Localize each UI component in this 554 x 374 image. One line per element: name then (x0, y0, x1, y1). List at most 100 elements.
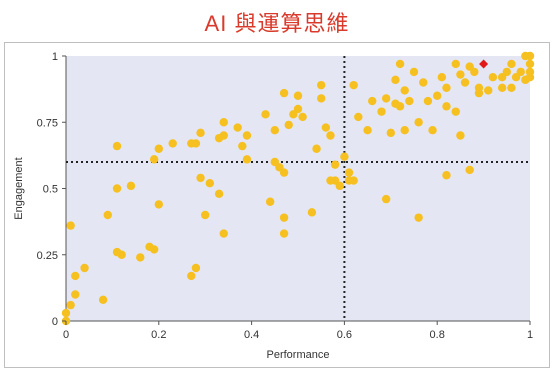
data-point (391, 75, 400, 85)
data-point (321, 123, 331, 132)
data-point (456, 70, 465, 79)
data-point (261, 110, 270, 119)
data-point (442, 83, 451, 93)
data-point (419, 78, 428, 87)
y-tick-label: 0 (52, 316, 58, 328)
x-tick-labels: 0 0.2 0.4 0.6 0.8 1 (63, 321, 533, 341)
x-tick-label: 0.2 (151, 329, 166, 341)
data-point (525, 51, 535, 61)
data-point (442, 171, 451, 180)
data-point (317, 80, 326, 90)
y-tick-labels: 0 0.25 0.5 0.75 1 (37, 51, 66, 328)
data-point (470, 67, 479, 77)
data-point (507, 83, 516, 93)
data-point (516, 67, 525, 77)
data-point (279, 88, 289, 98)
x-tick-label: 1 (527, 329, 533, 341)
data-point (414, 118, 423, 127)
data-point (196, 173, 205, 183)
data-point (428, 126, 437, 135)
data-point (497, 83, 507, 93)
data-point (201, 210, 210, 220)
data-point (71, 271, 80, 281)
data-point (386, 128, 395, 138)
plot-area (66, 56, 530, 321)
data-point (525, 59, 535, 69)
data-point (405, 96, 414, 106)
data-point (368, 96, 377, 106)
data-point (168, 139, 177, 148)
data-point (423, 96, 433, 106)
data-point (456, 131, 465, 140)
data-point (395, 102, 405, 111)
x-tick-label: 0.6 (337, 329, 352, 341)
data-point (395, 59, 405, 69)
y-tick-label: 0.75 (37, 117, 58, 129)
data-point (442, 102, 451, 111)
data-point (354, 112, 363, 122)
data-point (488, 73, 498, 82)
data-point (293, 104, 303, 114)
data-point (307, 208, 317, 217)
data-point (451, 59, 460, 69)
data-point (61, 308, 71, 318)
data-point (219, 118, 228, 127)
data-point (205, 179, 215, 188)
data-point (154, 144, 163, 153)
chart-frame (4, 42, 550, 368)
y-tick-label: 1 (52, 51, 58, 63)
data-point (507, 59, 516, 69)
scatter-points (61, 51, 535, 326)
data-point (219, 229, 228, 238)
data-point (242, 155, 252, 164)
data-point (284, 120, 293, 130)
data-point (80, 263, 89, 273)
data-point (344, 168, 354, 177)
data-point (279, 229, 289, 238)
data-point (149, 155, 159, 164)
data-point (242, 131, 252, 140)
data-point (238, 141, 247, 151)
data-point (340, 152, 349, 161)
data-point (400, 126, 409, 135)
data-point (191, 263, 201, 273)
x-tick-label: 0 (63, 329, 69, 341)
data-point (465, 165, 474, 175)
data-point (525, 73, 535, 82)
data-point (98, 295, 108, 304)
data-point (154, 200, 163, 209)
data-point (400, 86, 409, 95)
highlight-point (479, 59, 489, 69)
x-tick-label: 0.8 (430, 329, 445, 341)
data-point (414, 213, 423, 222)
y-axis-title: Engagement (13, 157, 25, 219)
data-point (71, 290, 80, 299)
data-point (279, 168, 289, 177)
data-point (363, 126, 372, 135)
data-point (298, 112, 307, 122)
data-point (437, 73, 447, 82)
data-point (279, 213, 289, 222)
data-point (196, 128, 205, 138)
data-point (335, 181, 344, 191)
data-point (502, 67, 511, 77)
data-point (136, 253, 145, 262)
data-point (381, 194, 391, 204)
x-tick-label: 0.4 (244, 329, 259, 341)
data-point (66, 300, 75, 310)
data-point (112, 184, 122, 193)
data-point (66, 221, 75, 230)
data-point (433, 91, 442, 100)
data-point (460, 78, 470, 87)
data-point (265, 197, 275, 206)
x-axis-title: Performance (267, 349, 330, 361)
data-point (191, 139, 201, 148)
data-point (381, 94, 391, 103)
data-point (312, 144, 321, 153)
y-tick-label: 0.25 (37, 250, 58, 262)
data-point (103, 210, 112, 220)
data-point (219, 131, 228, 140)
data-point (349, 176, 358, 185)
data-point (484, 86, 493, 95)
